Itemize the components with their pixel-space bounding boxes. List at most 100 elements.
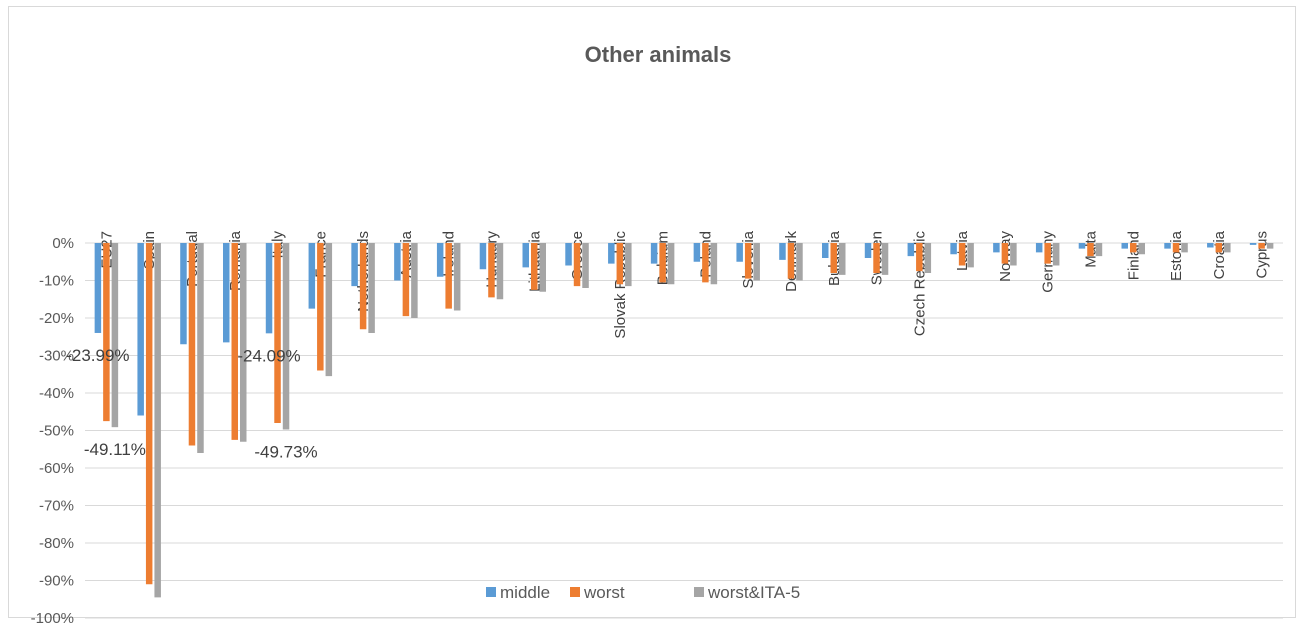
bar-worst-ita-5 <box>154 243 161 598</box>
gridlines <box>85 242 1283 619</box>
bar-worst <box>830 243 837 273</box>
legend-label: middle <box>500 583 550 602</box>
y-tick-label: -100% <box>31 610 74 625</box>
bar-middle <box>180 243 187 345</box>
bar-worst-ita-5 <box>1010 243 1017 266</box>
bar-middle <box>1078 243 1086 249</box>
bar-worst-ita-5 <box>796 243 803 281</box>
bar-worst <box>873 243 880 273</box>
bar-worst <box>274 243 281 423</box>
bar-worst-ita-5 <box>368 243 375 333</box>
bar-middle <box>1249 243 1257 245</box>
bar-worst <box>573 243 581 287</box>
bar-worst-ita-5 <box>282 243 290 430</box>
bar-middle <box>565 243 572 266</box>
bar-middle <box>779 243 786 260</box>
bar-middle <box>436 243 444 277</box>
bar-worst <box>616 243 624 285</box>
bar-worst-ita-5 <box>453 243 461 311</box>
bar-worst-ita-5 <box>582 243 589 288</box>
bar-worst-ita-5 <box>924 243 932 273</box>
bar-middle <box>394 243 401 281</box>
bar-worst-ita-5 <box>1138 243 1145 255</box>
bar-worst-ita-5 <box>240 243 247 442</box>
bar-middle <box>993 243 1000 253</box>
bar-middle <box>137 243 144 416</box>
legend-swatch <box>486 587 496 597</box>
bar-middle <box>94 243 102 333</box>
bar-worst-ita-5 <box>1181 243 1188 253</box>
y-tick-label: -40% <box>39 385 74 402</box>
bar-worst <box>659 243 666 283</box>
bar-worst <box>916 243 923 272</box>
bar-worst <box>445 243 452 309</box>
bar-middle <box>608 243 615 264</box>
bar-worst <box>702 243 709 283</box>
legend-swatch <box>694 587 704 597</box>
bar-worst <box>1130 243 1137 253</box>
bar-middle <box>351 243 358 287</box>
bar-worst <box>958 243 966 266</box>
bar-worst-ita-5 <box>111 243 119 428</box>
bar-worst-ita-5 <box>710 243 718 285</box>
data-label: -24.09% <box>237 346 300 365</box>
bar-worst <box>488 243 495 298</box>
bar-middle <box>479 243 487 270</box>
bar-worst-ita-5 <box>881 243 889 275</box>
y-tick-label: -50% <box>39 423 74 440</box>
bar-worst <box>531 243 538 290</box>
bar-worst <box>1215 243 1223 253</box>
bar-worst-ita-5 <box>839 243 846 275</box>
category-label: Cyprus <box>1254 231 1271 279</box>
y-tick-label: -20% <box>39 310 74 327</box>
bar-worst-ita-5 <box>967 243 974 268</box>
data-label: -49.11% <box>84 440 146 459</box>
bar-worst <box>787 243 795 279</box>
data-label: -49.73% <box>254 442 317 461</box>
bar-worst <box>1172 243 1180 253</box>
bar-worst-ita-5 <box>1224 243 1231 253</box>
category-label: Croatia <box>1211 230 1228 279</box>
y-tick-label: -30% <box>39 348 74 365</box>
bar-middle <box>950 243 957 255</box>
bar-middle <box>736 243 743 262</box>
y-tick-label: -80% <box>39 535 74 552</box>
bar-worst-ita-5 <box>625 243 632 287</box>
category-label: Estonia <box>1168 230 1185 281</box>
bar-worst-ita-5 <box>197 243 204 453</box>
chart-frame <box>8 6 1296 618</box>
bar-worst-ita-5 <box>1266 243 1274 249</box>
legend-swatch <box>570 587 580 597</box>
bar-middle <box>822 243 829 258</box>
bar-worst-ita-5 <box>753 243 760 281</box>
bar-worst <box>1087 243 1094 257</box>
bar-worst <box>145 243 153 585</box>
y-tick-label: 0% <box>52 235 74 252</box>
bar-worst <box>1044 243 1051 264</box>
bar-middle <box>223 243 230 343</box>
bar-worst-ita-5 <box>1095 243 1103 257</box>
bar-middle <box>864 243 872 258</box>
bar-worst-ita-5 <box>539 243 546 292</box>
bar-worst <box>103 243 110 422</box>
legend-label: worst <box>583 583 625 602</box>
bar-middle <box>265 243 273 334</box>
y-tick-label: -90% <box>39 573 74 590</box>
y-tick-label: -60% <box>39 460 74 477</box>
category-label: Finland <box>1125 231 1142 280</box>
bar-worst <box>1258 243 1265 249</box>
bar-middle <box>1035 243 1043 253</box>
bar-middle <box>1164 243 1171 249</box>
bar-worst-ita-5 <box>1052 243 1060 266</box>
bar-middle <box>693 243 701 262</box>
category-label: Czech Republic <box>911 231 928 337</box>
bar-middle <box>907 243 915 257</box>
y-axis-ticks: 0% -10% -20% -30% -40% -50% -60% -70% -80% -90% -1… <box>31 235 74 625</box>
bar-worst <box>317 243 324 371</box>
data-label: -23.99% <box>66 346 129 365</box>
bar-worst-ita-5 <box>411 243 418 318</box>
bars <box>94 243 1274 598</box>
bar-worst <box>744 243 752 279</box>
bar-worst <box>231 243 238 440</box>
